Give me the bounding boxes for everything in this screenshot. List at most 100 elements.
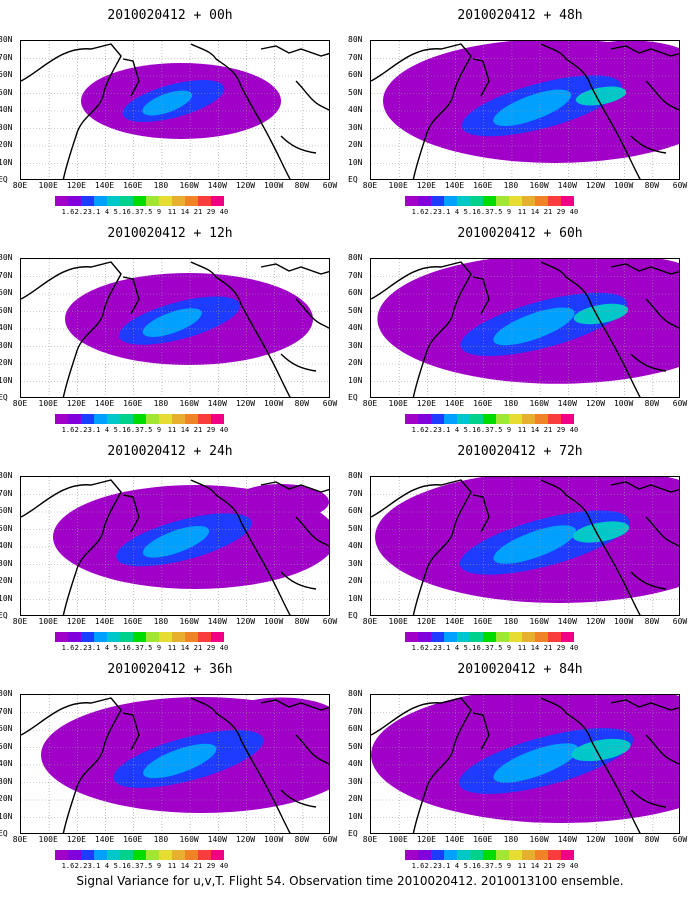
coastline <box>610 263 679 275</box>
colorbar-label: 21 <box>543 644 553 652</box>
longitude-tick-label: 100W <box>613 835 634 844</box>
colorbar-swatch <box>470 414 483 424</box>
variance-map <box>20 476 330 616</box>
longitude-tick-label: 140W <box>557 835 577 844</box>
colorbar-swatch <box>444 632 457 642</box>
longitude-tick-label: 160W <box>529 835 549 844</box>
longitude-tick-label: 140E <box>94 835 115 844</box>
colorbar-swatch <box>431 196 444 206</box>
colorbar-swatch <box>107 414 120 424</box>
colorbar-swatch <box>68 196 81 206</box>
colorbar-label: 3.1 <box>437 644 451 652</box>
colorbar-swatch <box>211 414 224 424</box>
colorbar-swatch <box>146 632 159 642</box>
colorbar-swatch <box>133 850 146 860</box>
latitude-tick-label: 50N <box>348 87 363 97</box>
colorbar-swatch <box>68 414 81 424</box>
coastline <box>280 789 317 808</box>
colorbar-swatch <box>561 414 574 424</box>
longitude-tick-label: 80W <box>644 181 660 190</box>
colorbar-label: 29 <box>556 208 566 216</box>
latitude-tick-label: 40N <box>0 105 13 114</box>
map-panel: 2010020412 + 48h 80N 70N 60N 50N 40N 30N 20N 10N… <box>348 0 690 220</box>
longitude-tick-label: 100E <box>388 181 408 190</box>
longitude-tick-label: 120W <box>235 835 256 844</box>
colorbar-swatch <box>81 196 94 206</box>
longitude-tick-label: 60W <box>322 617 338 626</box>
colorbar-swatch <box>172 850 185 860</box>
colorbar-label: 29 <box>206 426 216 434</box>
colorbar-label: 9 <box>156 426 162 434</box>
variance-field-high <box>143 743 217 779</box>
colorbar-swatch <box>94 414 107 424</box>
coastline <box>630 135 667 154</box>
coastline <box>645 516 679 547</box>
colorbar-swatch <box>146 850 159 860</box>
colorbar-swatch <box>509 632 522 642</box>
latitude-tick-label: EQ <box>348 175 358 184</box>
colorbar-label: 2.2 <box>74 862 88 870</box>
coastline <box>630 789 667 808</box>
latitude-tick-label: 50N <box>0 741 13 751</box>
latitude-tick-label: 80N <box>348 471 363 480</box>
colorbar-label: 40 <box>569 644 579 652</box>
latitude-tick-label: 40N <box>348 323 363 332</box>
colorbar-swatch <box>431 850 444 860</box>
colorbar-label: 21 <box>543 208 553 216</box>
longitude-tick-label: 100E <box>38 835 58 844</box>
panel-title: 2010020412 + 72h <box>457 444 583 459</box>
longitude-tick-label: 60W <box>672 399 688 408</box>
longitude-tick-label: 160E <box>473 399 493 408</box>
latitude-tick-label: 20N <box>348 576 363 585</box>
variance-field-peak <box>575 86 627 106</box>
longitude-tick-label: 100E <box>388 617 408 626</box>
colorbar-label: 6.3 <box>476 426 490 434</box>
colorbar-swatch <box>405 632 418 642</box>
colorbar-label: 11 <box>167 644 177 652</box>
longitude-tick-label: 160E <box>123 617 143 626</box>
colorbar-swatch <box>496 414 509 424</box>
latitude-tick-label: 30N <box>348 122 363 132</box>
colorbar-label: 4 <box>104 208 110 216</box>
latitude-tick-label: 20N <box>0 140 13 149</box>
longitude-tick-label: 100E <box>388 835 408 844</box>
longitude-tick-label: 140W <box>557 399 577 408</box>
colorbar-swatch <box>211 632 224 642</box>
latitude-tick-label: 20N <box>348 140 363 149</box>
colorbar-label: 3.1 <box>87 644 101 652</box>
colorbar <box>55 632 224 642</box>
longitude-tick-label: 100W <box>263 617 284 626</box>
colorbar-label: 40 <box>569 862 579 870</box>
latitude-tick-label: 40N <box>348 541 363 550</box>
colorbar-label: 9 <box>156 862 162 870</box>
latitude-tick-label: EQ <box>348 829 358 838</box>
map-panel: 2010020412 + 00h 80N 70N 60N 50N 40N 30N 20N 10N… <box>0 0 340 220</box>
colorbar-swatch <box>535 196 548 206</box>
colorbar-label: 21 <box>193 426 203 434</box>
longitude-tick-label: 180 <box>153 399 169 408</box>
colorbar-label: 40 <box>219 644 229 652</box>
longitude-tick-label: 60W <box>672 617 688 626</box>
latitude-tick-label: 70N <box>0 706 13 716</box>
colorbar-label: 21 <box>193 862 203 870</box>
coastline <box>190 479 291 615</box>
colorbar-swatch <box>418 196 431 206</box>
map-panel: 2010020412 + 36h 80N 70N 60N 50N 40N 30N 20N 10N… <box>0 654 340 874</box>
colorbar-swatch <box>522 414 535 424</box>
colorbar-swatch <box>198 196 211 206</box>
coastline <box>645 298 679 329</box>
longitude-tick-label: 80E <box>362 181 378 190</box>
colorbar-swatch <box>94 196 107 206</box>
variance-map <box>370 258 680 398</box>
latitude-tick-label: 50N <box>348 523 363 533</box>
colorbar-swatch <box>522 632 535 642</box>
longitude-tick-label: 100W <box>613 181 634 190</box>
colorbar-swatch <box>405 850 418 860</box>
coastline <box>610 45 679 57</box>
latitude-tick-label: 50N <box>348 741 363 751</box>
variance-map <box>370 40 680 180</box>
longitude-tick-label: 160E <box>123 835 143 844</box>
latitude-tick-label: 70N <box>348 52 363 62</box>
coastline <box>122 58 140 97</box>
colorbar-swatch <box>94 632 107 642</box>
